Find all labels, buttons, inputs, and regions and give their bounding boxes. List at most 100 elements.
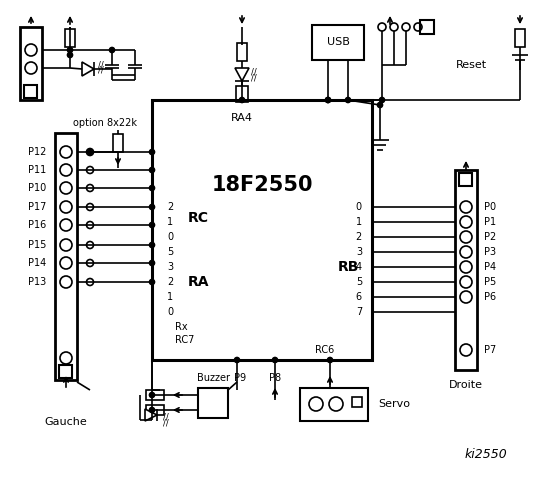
Circle shape xyxy=(273,358,278,362)
Text: //: // xyxy=(251,73,257,83)
Circle shape xyxy=(239,97,244,103)
Text: 7: 7 xyxy=(356,307,362,317)
Circle shape xyxy=(402,23,410,31)
Circle shape xyxy=(460,261,472,273)
Circle shape xyxy=(60,201,72,213)
Bar xyxy=(55,133,77,380)
Circle shape xyxy=(149,204,154,209)
Polygon shape xyxy=(82,62,94,76)
Text: 3: 3 xyxy=(356,247,362,257)
Text: RC6: RC6 xyxy=(315,345,334,355)
Circle shape xyxy=(25,62,37,74)
Text: P13: P13 xyxy=(28,277,46,287)
Circle shape xyxy=(460,344,472,356)
Circle shape xyxy=(326,97,331,103)
Text: //: // xyxy=(251,68,257,76)
Text: //: // xyxy=(98,60,104,70)
Bar xyxy=(312,25,364,60)
Bar xyxy=(420,20,434,34)
Circle shape xyxy=(60,276,72,288)
Circle shape xyxy=(329,397,343,411)
Bar xyxy=(236,86,248,102)
Text: P11: P11 xyxy=(28,165,46,175)
Text: P0: P0 xyxy=(484,202,496,212)
Text: Reset: Reset xyxy=(456,60,487,70)
Circle shape xyxy=(109,48,114,52)
Text: 6: 6 xyxy=(356,292,362,302)
Text: P15: P15 xyxy=(28,240,46,250)
Circle shape xyxy=(378,23,386,31)
Text: Gauche: Gauche xyxy=(45,417,87,427)
Bar xyxy=(352,397,362,407)
Text: RC7: RC7 xyxy=(175,335,194,345)
Circle shape xyxy=(60,352,72,364)
Bar xyxy=(65,29,75,47)
Circle shape xyxy=(460,216,472,228)
Bar xyxy=(237,43,247,61)
Text: 1: 1 xyxy=(167,292,173,302)
Text: 2: 2 xyxy=(167,277,173,287)
Text: P5: P5 xyxy=(484,277,496,287)
Circle shape xyxy=(309,397,323,411)
Text: P1: P1 xyxy=(484,217,496,227)
Circle shape xyxy=(60,257,72,269)
Circle shape xyxy=(86,204,93,211)
Circle shape xyxy=(149,261,154,265)
Circle shape xyxy=(460,246,472,258)
Text: //: // xyxy=(163,412,169,421)
Text: 2: 2 xyxy=(356,232,362,242)
Text: Rx: Rx xyxy=(175,322,187,332)
Bar xyxy=(300,388,368,421)
Text: ki2550: ki2550 xyxy=(465,448,508,461)
Text: RC: RC xyxy=(188,211,209,225)
Bar xyxy=(146,405,164,415)
Text: Droite: Droite xyxy=(449,380,483,390)
Bar xyxy=(455,170,477,370)
Circle shape xyxy=(60,164,72,176)
Circle shape xyxy=(149,223,154,228)
Text: RA: RA xyxy=(188,275,210,289)
Polygon shape xyxy=(235,68,249,81)
Text: 5: 5 xyxy=(167,247,173,257)
Text: 0: 0 xyxy=(167,232,173,242)
Circle shape xyxy=(234,358,239,362)
Circle shape xyxy=(149,242,154,248)
Circle shape xyxy=(414,23,422,31)
Text: P16: P16 xyxy=(28,220,46,230)
Text: P10: P10 xyxy=(28,183,46,193)
Circle shape xyxy=(86,278,93,286)
Circle shape xyxy=(67,52,72,58)
Text: P7: P7 xyxy=(484,345,496,355)
Bar xyxy=(198,388,228,418)
Bar xyxy=(20,27,42,100)
Text: P17: P17 xyxy=(28,202,46,212)
Circle shape xyxy=(327,358,332,362)
Text: Buzzer: Buzzer xyxy=(196,373,229,383)
Text: USB: USB xyxy=(327,37,349,47)
Text: P2: P2 xyxy=(484,232,496,242)
Text: P6: P6 xyxy=(484,292,496,302)
Circle shape xyxy=(378,103,383,108)
Circle shape xyxy=(460,291,472,303)
Circle shape xyxy=(346,97,351,103)
Text: 3: 3 xyxy=(167,262,173,272)
Text: 1: 1 xyxy=(356,217,362,227)
Text: P8: P8 xyxy=(269,373,281,383)
Circle shape xyxy=(86,167,93,173)
Polygon shape xyxy=(145,409,157,421)
Text: 2: 2 xyxy=(167,202,173,212)
Bar xyxy=(152,100,372,360)
Circle shape xyxy=(86,241,93,249)
Circle shape xyxy=(460,201,472,213)
Bar xyxy=(113,134,123,152)
Circle shape xyxy=(326,97,331,103)
Text: 1: 1 xyxy=(167,217,173,227)
Circle shape xyxy=(25,44,37,56)
Text: 0: 0 xyxy=(167,307,173,317)
Text: 5: 5 xyxy=(356,277,362,287)
Circle shape xyxy=(149,168,154,172)
Circle shape xyxy=(149,279,154,285)
Text: P12: P12 xyxy=(28,147,46,157)
Text: //: // xyxy=(98,65,104,74)
Circle shape xyxy=(149,149,154,155)
